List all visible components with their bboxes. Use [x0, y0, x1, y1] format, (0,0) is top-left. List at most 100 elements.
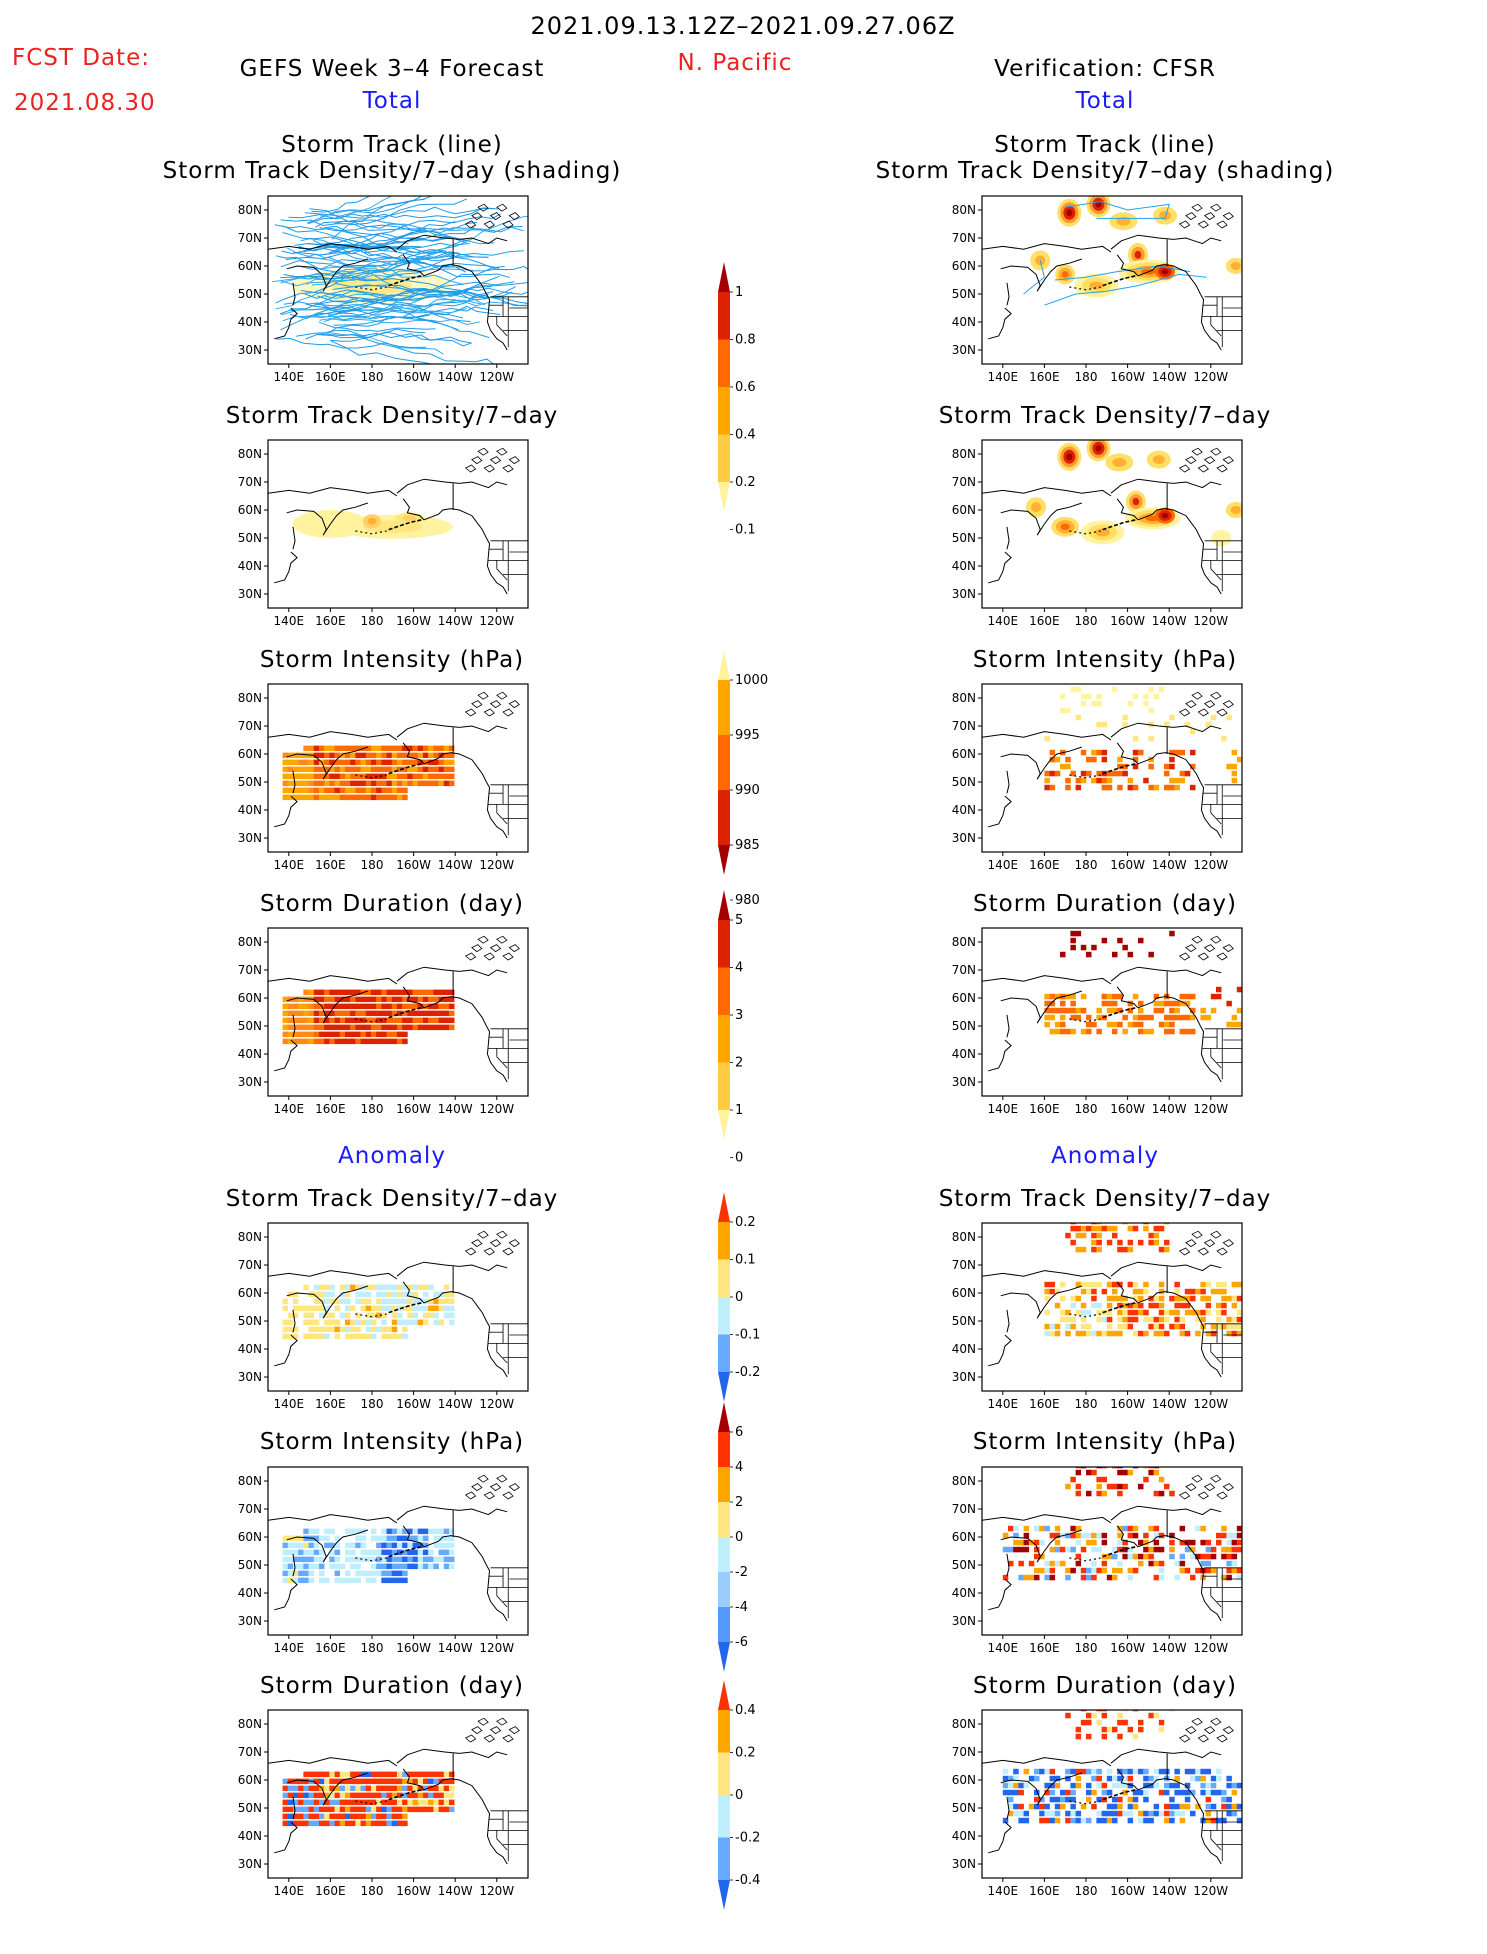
lon-label: 180	[1075, 1397, 1098, 1411]
lat-label: 50N	[952, 775, 976, 789]
lon-label: 160W	[1110, 1102, 1145, 1116]
colorbar-label: -0.2	[735, 1831, 760, 1846]
lon-label: 180	[361, 1102, 384, 1116]
lon-label: 140E	[274, 1641, 305, 1655]
panel-title-track-shading-left: Storm Track Density/7–day (shading)	[162, 158, 622, 184]
panel-title-density-right: Storm Track Density/7–day	[938, 403, 1272, 429]
lon-label: 160E	[1029, 1884, 1060, 1898]
colorbar-label: 0.6	[735, 380, 756, 395]
lon-label: 180	[361, 1641, 384, 1655]
lat-label: 40N	[952, 1586, 976, 1600]
lat-label: 70N	[952, 1502, 976, 1516]
lon-label: 160E	[1029, 370, 1060, 384]
colorbar-label: -4	[735, 1600, 748, 1615]
lat-label: 70N	[952, 719, 976, 733]
lon-label: 140E	[274, 858, 305, 872]
lat-label: 80N	[238, 203, 262, 217]
lat-label: 60N	[238, 991, 262, 1005]
lat-label: 70N	[952, 231, 976, 245]
lat-label: 40N	[952, 1047, 976, 1061]
colorbar-label: 1	[735, 285, 743, 300]
lon-label: 160W	[396, 370, 431, 384]
lat-label: 40N	[952, 1342, 976, 1356]
lat-label: 60N	[238, 747, 262, 761]
lon-label: 140W	[438, 614, 473, 628]
lon-label: 120W	[1193, 1641, 1228, 1655]
lat-label: 50N	[952, 1314, 976, 1328]
lat-label: 60N	[952, 747, 976, 761]
colorbar-label: 0	[735, 1151, 743, 1166]
forecast-title: GEFS Week 3–4 Forecast	[239, 56, 545, 82]
lon-label: 180	[361, 1884, 384, 1898]
lon-label: 120W	[1193, 858, 1228, 872]
lon-label: 140E	[988, 614, 1019, 628]
lon-label: 140E	[988, 370, 1019, 384]
section-anomaly-left: Anomaly	[338, 1143, 446, 1169]
panel-title-intensity-left: Storm Intensity (hPa)	[259, 647, 525, 673]
colorbar-label: 0.1	[735, 1253, 756, 1268]
colorbar-duration-anom: 0.4 0.2 0 -0.2 -0.4	[718, 1680, 798, 1954]
lat-label: 30N	[952, 1370, 976, 1384]
panel-title-track-line-left: Storm Track (line)	[281, 132, 503, 158]
lat-label: 50N	[238, 775, 262, 789]
lon-label: 160E	[1029, 614, 1060, 628]
lat-label: 60N	[952, 1773, 976, 1787]
lat-label: 70N	[952, 475, 976, 489]
colorbar-label: -0.1	[735, 1328, 760, 1343]
lon-label: 140W	[438, 1102, 473, 1116]
lon-label: 140W	[1152, 614, 1187, 628]
lat-label: 70N	[952, 1745, 976, 1759]
fcst-date-label: FCST Date:	[12, 45, 150, 71]
colorbar-label: 0.4	[735, 428, 756, 443]
lat-label: 30N	[952, 1614, 976, 1628]
lat-label: 30N	[952, 1857, 976, 1871]
lat-label: 40N	[238, 315, 262, 329]
lat-label: 40N	[238, 803, 262, 817]
lat-label: 80N	[952, 935, 976, 949]
panel-title-intensity-anom-left: Storm Intensity (hPa)	[259, 1429, 525, 1455]
lon-label: 160W	[396, 1397, 431, 1411]
lat-label: 30N	[238, 1370, 262, 1384]
map-intensity-anom-verification: 80N 70N 60N 50N 40N 30N 140E 160E 180 160W 140W 120…	[952, 1466, 1243, 1655]
lat-label: 60N	[952, 991, 976, 1005]
lat-label: 60N	[238, 503, 262, 517]
colorbar-label: 0.1	[735, 523, 756, 538]
colorbar-density-total: 1 0.8 0.6 0.4 0.2 0.1	[718, 262, 798, 556]
lat-label: 30N	[238, 1857, 262, 1871]
period-title: 2021.09.13.12Z–2021.09.27.06Z	[530, 12, 956, 40]
lon-label: 160W	[396, 858, 431, 872]
lon-label: 140W	[438, 1884, 473, 1898]
region-title: N. Pacific	[677, 50, 793, 76]
colorbar-label: 2	[735, 1495, 743, 1510]
lon-label: 180	[1075, 1884, 1098, 1898]
lon-label: 140W	[1152, 1884, 1187, 1898]
map-intensity-verification: 80N 70N 60N 50N 40N 30N 140E 160E 180 160W 140W 120…	[952, 683, 1243, 872]
lon-label: 120W	[479, 1884, 514, 1898]
lon-label: 180	[361, 370, 384, 384]
colorbar-label: -2	[735, 1565, 748, 1580]
lat-label: 40N	[952, 315, 976, 329]
lat-label: 80N	[952, 691, 976, 705]
panel-title-density-anom-left: Storm Track Density/7–day	[225, 1186, 559, 1212]
lon-label: 160W	[1110, 370, 1145, 384]
lon-label: 160W	[1110, 1641, 1145, 1655]
lon-label: 140E	[988, 1641, 1019, 1655]
panel-title-track-shading-right: Storm Track Density/7–day (shading)	[875, 158, 1335, 184]
lon-label: 140E	[988, 1397, 1019, 1411]
colorbar-duration-total: 5 4 3 2 1 0	[718, 890, 798, 1184]
map-track-forecast: 80N 70N 60N 50N 40N 30N 140E 160E 180 160W 140W 120…	[238, 195, 529, 384]
panel-title-track-line-right: Storm Track (line)	[994, 132, 1216, 158]
colorbar-label: 0.8	[735, 333, 756, 348]
lat-label: 40N	[238, 559, 262, 573]
lon-label: 120W	[479, 858, 514, 872]
lat-label: 70N	[238, 1502, 262, 1516]
lat-label: 50N	[238, 287, 262, 301]
lat-label: 50N	[238, 1801, 262, 1815]
lat-label: 40N	[952, 803, 976, 817]
lat-label: 60N	[952, 259, 976, 273]
lon-label: 180	[1075, 858, 1098, 872]
map-intensity-forecast: 80N 70N 60N 50N 40N 30N 140E 160E 180 160W 140W 120…	[238, 683, 529, 872]
colorbar-label: 4	[735, 1460, 743, 1475]
verification-title: Verification: CFSR	[994, 56, 1216, 82]
lat-label: 70N	[952, 963, 976, 977]
